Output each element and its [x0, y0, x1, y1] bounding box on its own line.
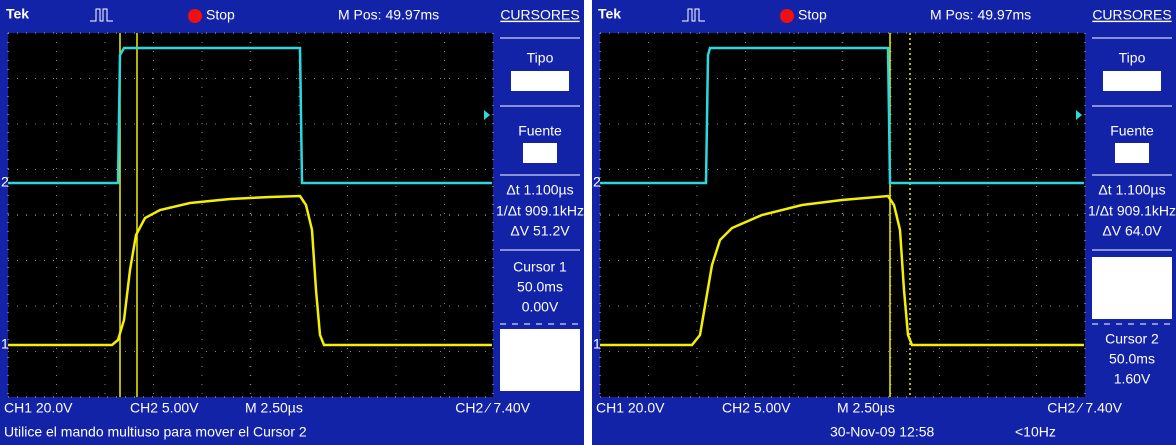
type-label: Tipo	[527, 50, 554, 66]
ch1-scale: CH1 20.0V	[596, 400, 665, 416]
cursor-label: Cursor 2	[513, 331, 567, 347]
cursor-voltage: 51.2V	[522, 371, 559, 387]
menu-title: CURSORES	[500, 7, 579, 23]
stop-icon	[780, 9, 794, 23]
inverse-delta-t: 1/Δt 909.1kHz	[1088, 203, 1176, 219]
trigger: CH2 ⁄ 7.40V	[1047, 400, 1122, 416]
delta-v: ΔV 51.2V	[510, 223, 570, 239]
type-value: Tiempo	[1109, 72, 1155, 88]
ch2-scale: CH2 5.00V	[722, 400, 791, 416]
cursor-voltage: 0.00V	[522, 299, 559, 315]
brand: Tek	[6, 6, 29, 22]
cursor-time: 50.0ms	[517, 351, 563, 367]
type-label: Tipo	[1119, 50, 1146, 66]
position: M Pos: 49.97ms	[338, 7, 439, 23]
ch2-marker: 2	[1, 174, 9, 190]
time-scale: M 2.50µs	[837, 400, 895, 416]
ch1-marker: 1	[593, 336, 601, 352]
position: M Pos: 49.97ms	[930, 7, 1031, 23]
cursor-time: 50.0ms	[517, 279, 563, 295]
trigger-frequency: <10Hz	[1015, 424, 1056, 440]
cursor-time: 50.0ms	[1109, 351, 1155, 367]
oscilloscope-screens: 2 1 Tek Stop M Pos: 49.97ms CURSORES Tipo Tiemp…	[0, 0, 1176, 445]
cursor-time: 50.0ms	[1109, 279, 1155, 295]
inverse-delta-t: 1/Δt 909.1kHz	[496, 203, 584, 219]
ch2-scale: CH2 5.00V	[130, 400, 199, 416]
scope-screen: 2 1 Tek Stop M Pos: 49.97ms CURSORES Tipo Tiemp…	[0, 0, 584, 445]
page: 2 1 Tek Stop M Pos: 49.97ms CURSORES Tipo Tiemp…	[0, 0, 1176, 445]
source-value: CH1	[1118, 144, 1146, 160]
status: Stop	[798, 7, 827, 23]
ch2-marker: 2	[593, 174, 601, 190]
cursor-label: Cursor 1	[513, 259, 567, 275]
stop-icon	[188, 9, 202, 23]
cursor-voltage: 1.60V	[1114, 371, 1151, 387]
source-label: Fuente	[518, 123, 562, 139]
source-label: Fuente	[1110, 123, 1154, 139]
delta-t: Δt 1.100µs	[1098, 182, 1165, 198]
brand: Tek	[598, 6, 621, 22]
ch1-scale: CH1 20.0V	[4, 400, 73, 416]
delta-v: ΔV 64.0V	[1102, 223, 1162, 239]
scope-screen: 2 1 Tek Stop M Pos: 49.97ms CURSORES Tipo Tiemp…	[592, 0, 1176, 445]
date-time: 30-Nov-09 12:58	[830, 424, 935, 440]
time-scale: M 2.50µs	[245, 400, 303, 416]
source-value: CH1	[526, 144, 554, 160]
delta-t: Δt 1.100µs	[506, 182, 573, 198]
status-message: Utilice el mando multiuso para mover el …	[4, 424, 307, 440]
ch1-marker: 1	[1, 336, 9, 352]
trigger: CH2 ⁄ 7.40V	[455, 400, 530, 416]
cursor-voltage: 65.6V	[1114, 299, 1151, 315]
cursor-label: Cursor 2	[1105, 331, 1159, 347]
menu-title: CURSORES	[1092, 7, 1171, 23]
status: Stop	[206, 7, 235, 23]
cursor-label: Cursor 1	[1105, 259, 1159, 275]
type-value: Tiempo	[517, 72, 563, 88]
